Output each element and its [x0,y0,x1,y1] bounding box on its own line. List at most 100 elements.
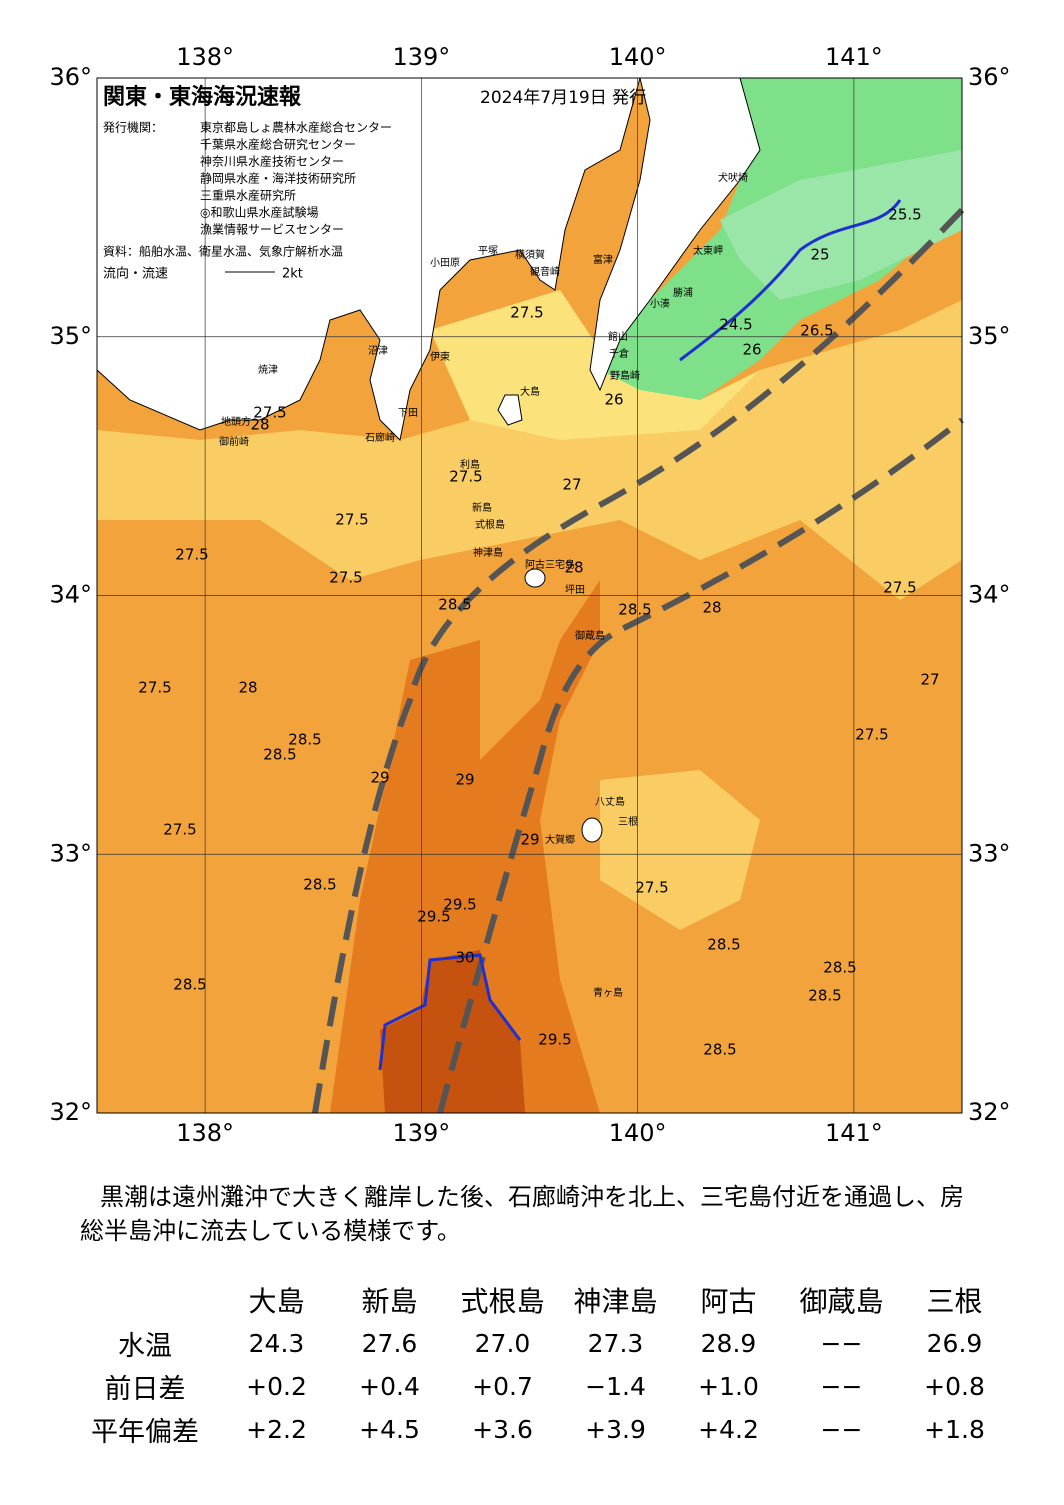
map-frame [96,77,963,1114]
lon-label: 141° [825,1119,883,1147]
contour-label: 30 [455,949,474,967]
place-label: 御蔵島 [575,629,605,642]
table-cell: 26.9 [926,1329,983,1358]
warm-core [330,580,600,1113]
place-label: 勝浦 [673,286,693,299]
issuer: 神奈川県水産技術センター [200,154,344,169]
contour-label: 27.5 [138,679,171,697]
column-header: 三根 [926,1285,983,1318]
place-label: 小田原 [430,257,460,269]
place-label: 伊東 [430,350,450,363]
warm-zone [600,770,760,930]
table-row: 水温 24.3 27.6 27.0 27.3 28.9 −− 26.9 [70,1322,1011,1365]
place-label: 千倉 [609,347,629,360]
column-header: 御蔵島 [799,1285,884,1318]
place-label: 犬吠埼 [718,171,748,184]
issuer-label: 発行機関： [103,120,163,135]
column-header: 式根島 [460,1285,545,1318]
lon-label: 140° [609,1119,667,1147]
place-label: 下田 [398,408,418,419]
lat-label: 35° [968,322,1011,350]
contour-label: 29.5 [538,1031,571,1049]
contour-label: 26 [742,341,761,359]
issue-date: 2024年7月19日 発行 [480,88,646,108]
contour-label: 28.5 [703,1041,736,1059]
lon-label: 138° [176,1119,234,1147]
place-label: 三宅島 [545,558,575,571]
contour-label: 28 [702,599,721,617]
column-header: 神津島 [573,1285,658,1318]
sources: 資料：船舶水温、衛星水温、気象庁解析水温 [103,244,343,259]
place-label: 神津島 [473,546,503,559]
table-cell: 24.3 [248,1329,305,1358]
contour-label: 27.5 [253,404,286,422]
contour-label: 27.5 [510,304,543,322]
contour-label: 29 [520,831,539,849]
contour-label: 28 [564,559,583,577]
warm-core [380,950,525,1113]
land [96,77,641,442]
issuer: 三重県水産研究所 [200,188,296,203]
table-cell: +0.8 [924,1372,985,1401]
contour-label: 28.5 [823,959,856,977]
legend-scale: 2kt [282,267,303,282]
lat-label: 34° [49,581,92,609]
column-header: 新島 [361,1285,418,1318]
lat-label: 33° [968,839,1011,867]
column-header: 阿古 [700,1285,757,1318]
contour-label: 26.5 [800,322,833,340]
lat-label: 36° [968,63,1011,91]
table-cell: 27.6 [361,1329,418,1358]
table-cell: 27.3 [587,1329,644,1358]
warm-zone [97,300,962,600]
table-cell: +0.4 [359,1372,420,1401]
contour-label: 28.5 [438,596,471,614]
row-label: 平年偏差 [91,1417,199,1448]
issuer: 東京都島しょ農林水産総合センター [200,120,392,135]
contour-label: 27.5 [175,546,208,564]
place-label: 利島 [460,458,480,471]
issuer: 漁業情報サービスセンター [200,223,344,237]
column-header: 大島 [248,1285,305,1318]
island [581,817,603,843]
contour-label: 29.5 [417,908,450,926]
description: 黒潮は遠州灘沖で大きく離岸した後、石廊崎沖を北上、三宅島付近を通過し、房総半島沖… [80,1183,964,1245]
land [589,77,761,392]
place-label: 横須賀 [515,248,545,261]
contour-label: 29 [455,771,474,789]
isotherm [679,199,902,362]
kuroshio-axis [437,417,964,1114]
place-label: 小湊 [650,297,670,310]
lon-label: 140° [609,43,667,71]
lat-label: 34° [968,581,1011,609]
contour-label: 29 [370,769,389,787]
contour-label: 28.5 [618,601,651,619]
cold-zone [720,150,962,300]
table-cell: +1.0 [698,1372,759,1401]
contour-label: 27.5 [855,726,888,744]
row-label: 前日差 [104,1374,186,1405]
lat-label: 35° [49,322,92,350]
place-label: 三根 [618,815,638,828]
table-cell: −− [820,1372,863,1401]
table-cell: 27.0 [474,1329,531,1358]
island [497,394,523,426]
place-label: 館山 [608,330,628,343]
isotherm [378,953,522,1071]
table-cell: −1.4 [585,1372,646,1401]
place-label: 式根島 [475,518,505,531]
issuer: 千葉県水産総合研究センター [200,137,356,152]
place-label: 沼津 [368,344,388,357]
contour-label: 29.5 [443,896,476,914]
place-label: 阿古 [525,558,545,571]
contour-label: 28.5 [263,746,296,764]
legend-label: 流向・流速 [103,266,168,282]
table-cell: +2.2 [246,1415,307,1444]
contour-label: 26 [604,391,623,409]
table-cell: +0.7 [472,1372,533,1401]
place-label: 焼津 [258,364,278,376]
table-cell: +0.2 [246,1372,307,1401]
place-label: 石廊崎 [365,431,395,444]
contour-label: 27 [562,476,581,494]
